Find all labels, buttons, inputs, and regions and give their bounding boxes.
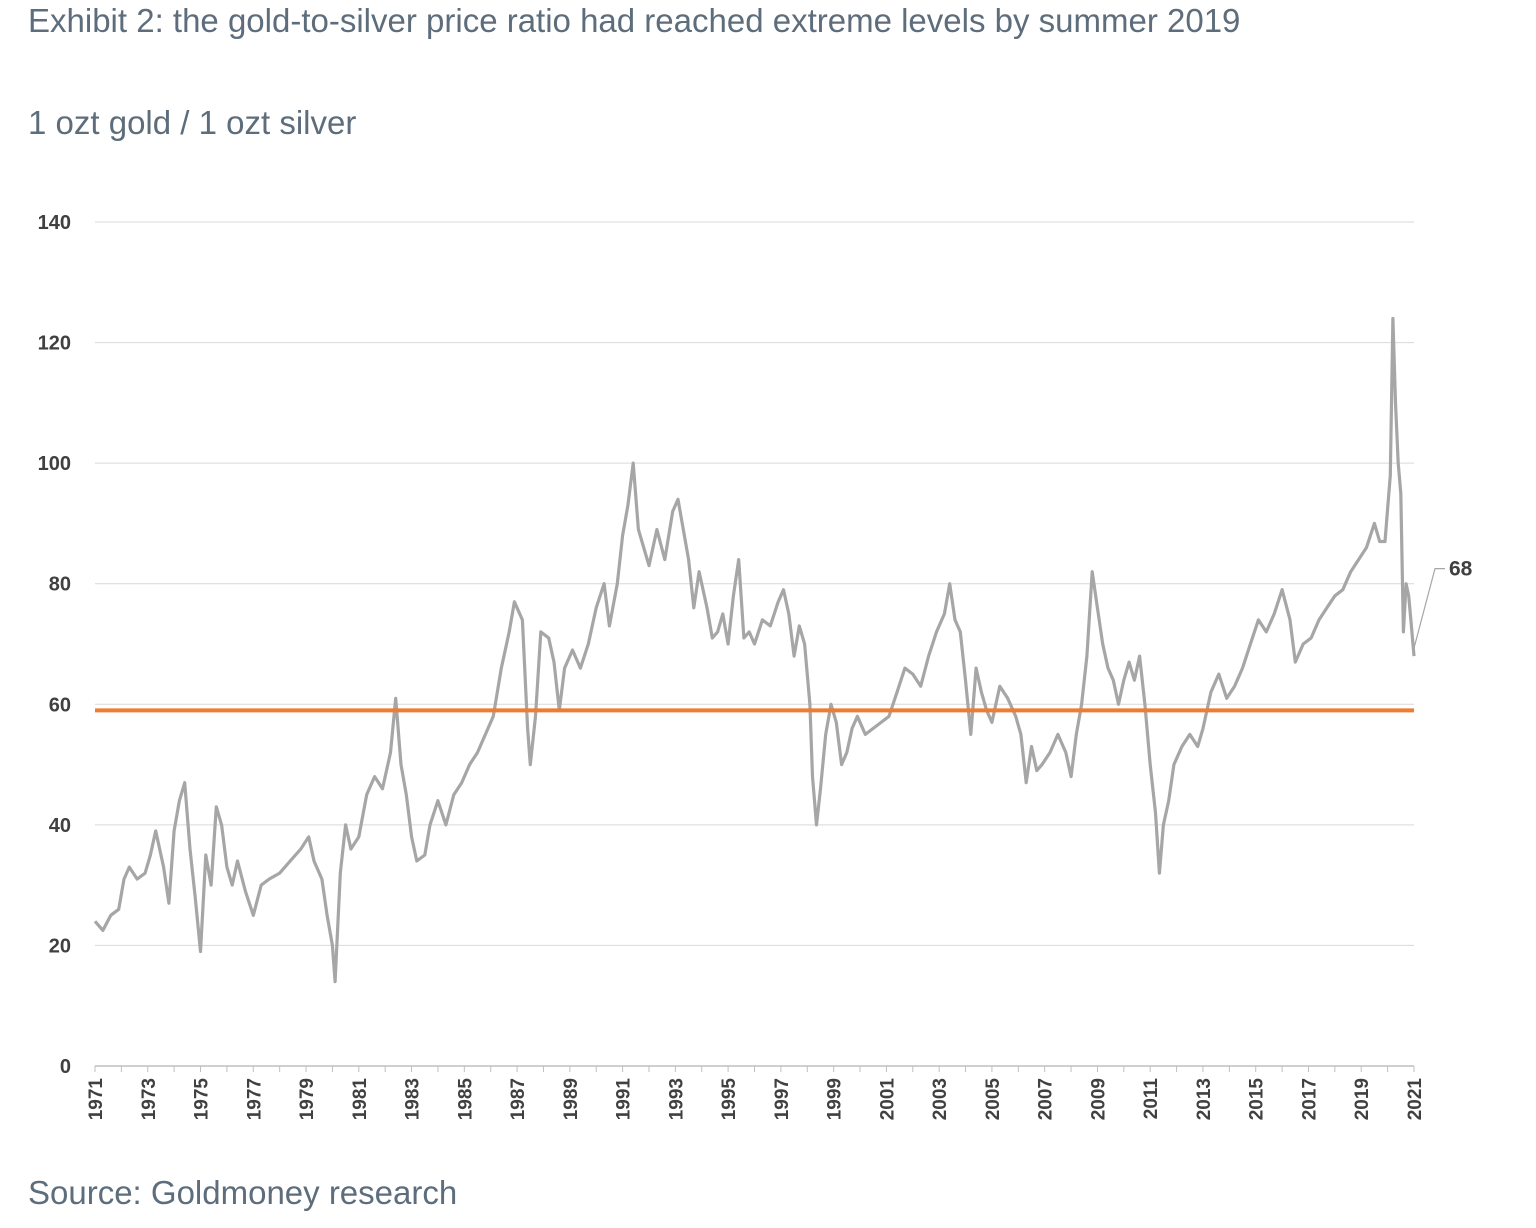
x-tick-label: 1979 xyxy=(297,1078,318,1120)
x-tick-label: 2019 xyxy=(1352,1078,1373,1120)
x-tick-label: 1985 xyxy=(455,1078,476,1121)
x-tick-label: 1987 xyxy=(508,1078,529,1120)
y-tick-label: 20 xyxy=(49,935,71,957)
x-tick-label: 1989 xyxy=(561,1078,582,1120)
x-tick-label: 2017 xyxy=(1299,1078,1320,1120)
chart-title: Exhibit 2: the gold-to-silver price rati… xyxy=(28,2,1241,39)
y-tick-label: 140 xyxy=(38,212,71,234)
end-label-leader xyxy=(1413,568,1445,649)
series-layer xyxy=(93,316,1416,984)
y-tick-label: 120 xyxy=(38,333,71,355)
end-value-label: 68 xyxy=(1449,558,1473,581)
x-tick-label: 1997 xyxy=(772,1078,793,1120)
x-tick-label: 1973 xyxy=(139,1078,160,1120)
x-tick-label: 1971 xyxy=(86,1078,107,1121)
x-tick-label: 1975 xyxy=(192,1078,213,1121)
x-tick-label: 1993 xyxy=(666,1078,687,1120)
x-tick-label: 1991 xyxy=(614,1078,635,1121)
x-axis-tick-labels: 1971 1973 1975 1977 1979 1981 1983 1985 1987 1989… xyxy=(86,1078,1426,1121)
y-tick-label: 80 xyxy=(49,574,71,596)
y-tick-label: 0 xyxy=(60,1056,71,1078)
gridlines xyxy=(94,221,1415,1072)
x-tick-label: 2015 xyxy=(1247,1078,1268,1121)
chart-subtitle: 1 ozt gold / 1 ozt silver xyxy=(28,104,357,141)
x-tick-label: 1981 xyxy=(350,1078,371,1121)
x-tick-label: 1977 xyxy=(244,1078,265,1120)
y-tick-label: 60 xyxy=(49,694,71,716)
end-label-layer: 68 xyxy=(1413,558,1473,649)
y-tick-label: 100 xyxy=(38,453,71,475)
x-tick-label: 2013 xyxy=(1194,1078,1215,1120)
y-axis-tick-labels: 0 20 40 60 80 100 120 140 xyxy=(38,212,71,1078)
x-tick-label: 1999 xyxy=(825,1078,846,1120)
x-tick-label: 2011 xyxy=(1141,1078,1162,1120)
x-tick-label: 1983 xyxy=(403,1078,424,1120)
x-tick-label: 2003 xyxy=(930,1078,951,1120)
x-tick-label: 2009 xyxy=(1088,1078,1109,1120)
series-line xyxy=(93,316,1416,984)
x-tick-label: 2005 xyxy=(983,1078,1004,1121)
x-tick-label: 2007 xyxy=(1036,1078,1057,1120)
x-tick-label: 1995 xyxy=(719,1078,740,1121)
y-tick-label: 40 xyxy=(49,815,71,837)
source-note: Source: Goldmoney research xyxy=(28,1174,458,1211)
x-tick-label: 2001 xyxy=(877,1078,898,1121)
x-tick-label: 2021 xyxy=(1405,1078,1426,1121)
